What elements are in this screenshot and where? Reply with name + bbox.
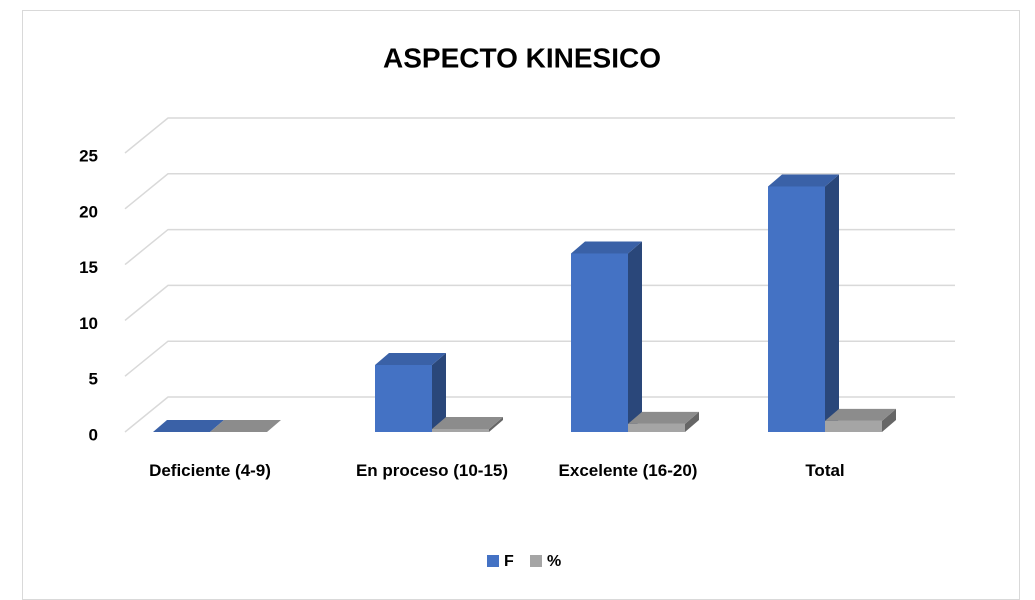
bar-top	[825, 408, 896, 421]
bar-front	[628, 423, 685, 432]
bar-top	[768, 174, 839, 187]
x-tick-label: En proceso (10-15)	[355, 461, 509, 480]
bar-top	[571, 241, 642, 254]
bar-side	[882, 408, 896, 432]
legend-swatch	[530, 555, 542, 567]
grid-line	[124, 117, 955, 154]
legend-label: %	[547, 553, 561, 570]
bar-side	[685, 411, 699, 432]
y-tick-label: 25	[79, 146, 98, 165]
y-tick-label: 15	[79, 258, 98, 277]
y-tick-label: 20	[79, 202, 98, 221]
bar-top	[153, 420, 224, 432]
y-tick-label: 0	[89, 425, 98, 444]
bar-front	[375, 365, 432, 432]
legend-label: F	[504, 553, 514, 570]
bar-side	[628, 241, 642, 432]
legend-swatch	[487, 555, 499, 567]
bar	[571, 241, 642, 432]
bar-front	[825, 420, 882, 432]
bar-top	[432, 416, 503, 429]
bar-top	[375, 353, 446, 366]
x-tick-label: Deficiente (4-9)	[149, 461, 271, 480]
bar	[153, 420, 224, 432]
grid-line	[124, 340, 955, 377]
bar	[628, 411, 699, 432]
y-tick-label: 10	[79, 314, 98, 333]
bar-top	[210, 420, 281, 432]
grid-line	[124, 173, 955, 210]
bar	[210, 420, 281, 432]
bar-front	[768, 186, 825, 432]
bar-side	[825, 174, 839, 433]
bar	[432, 416, 503, 432]
y-tick-label: 5	[89, 370, 98, 389]
grid-line	[124, 228, 955, 266]
bar	[825, 408, 896, 432]
x-tick-label: Excelente (16-20)	[558, 461, 698, 480]
bar-side	[489, 416, 503, 432]
bar-front	[571, 253, 628, 432]
bar-top	[628, 411, 699, 424]
bar	[768, 174, 839, 433]
grid-line	[124, 396, 955, 433]
x-tick-label: Total	[805, 461, 845, 480]
grid-line	[124, 284, 955, 321]
bar	[375, 353, 446, 432]
bar-side	[432, 353, 446, 432]
bar-front	[432, 428, 489, 432]
chart-title: ASPECTO KINESICO	[383, 42, 661, 73]
